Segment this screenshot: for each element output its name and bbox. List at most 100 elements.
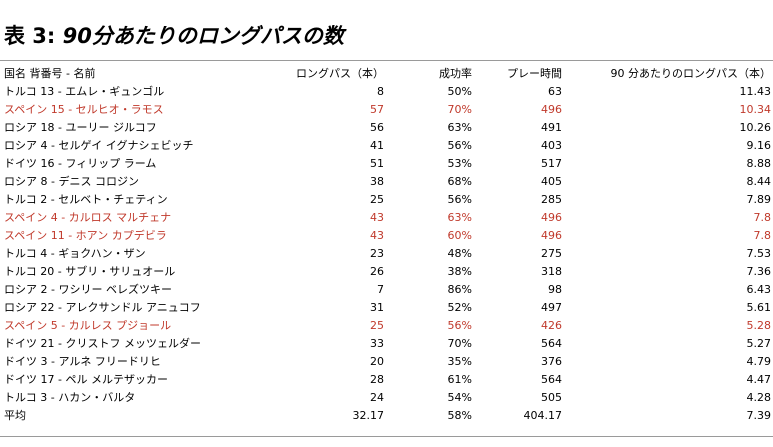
- cell-long-passes: 26: [370, 265, 384, 278]
- cell-play-time: 497: [541, 301, 562, 314]
- cell-success-rate: 50%: [447, 85, 472, 98]
- cell-long-passes: 20: [370, 355, 384, 368]
- title-number: 90: [62, 24, 92, 48]
- cell-success-rate: 61%: [447, 373, 472, 386]
- cell-play-time: 496: [541, 103, 562, 116]
- header-success-rate: 成功率: [439, 67, 472, 80]
- cell-per90: 7.89: [746, 193, 772, 206]
- top-rule: [0, 60, 773, 61]
- cell-long-passes: 38: [370, 175, 384, 188]
- cell-per90: 6.43: [746, 283, 772, 296]
- cell-per90: 11.43: [739, 85, 772, 98]
- cell-success-rate: 54%: [447, 391, 472, 404]
- cell-play-time: 98: [548, 283, 562, 296]
- cell-player: ドイツ 17 - ペル メルテザッカー: [4, 373, 168, 386]
- header-per90: 90 分あたりのロングパス（本）: [610, 67, 772, 80]
- average-success-rate: 58%: [447, 409, 472, 422]
- cell-player: トルコ 4 - ギョクハン・ザン: [4, 247, 146, 260]
- cell-player: ロシア 2 - ワシリー ベレズツキー: [4, 283, 172, 296]
- cell-long-passes: 25: [370, 319, 384, 332]
- cell-long-passes: 31: [370, 301, 384, 314]
- average-long-passes: 32.17: [352, 409, 385, 422]
- cell-player: トルコ 2 - セルベト・チェティン: [4, 193, 168, 206]
- cell-player: ロシア 18 - ユーリー ジルコフ: [4, 121, 157, 134]
- cell-success-rate: 70%: [447, 103, 472, 116]
- cell-success-rate: 86%: [447, 283, 472, 296]
- long-pass-table: 国名 背番号 - 名前 ロングパス（本） 成功率 プレー時間 90 分あたりのロ…: [0, 65, 773, 425]
- cell-long-passes: 41: [370, 139, 384, 152]
- table-row: トルコ 4 - ギョクハン・ザン 23 48% 275 7.53: [0, 245, 773, 263]
- cell-play-time: 517: [541, 157, 562, 170]
- average-per90: 7.39: [746, 409, 772, 422]
- table-row: トルコ 13 - エムレ・ギュンゴル 8 50% 63 11.43: [0, 83, 773, 101]
- cell-player: スペイン 11 - ホアン カプデビラ: [4, 229, 167, 242]
- table-number: 表 3:: [4, 24, 56, 48]
- cell-play-time: 564: [541, 337, 562, 350]
- cell-long-passes: 23: [370, 247, 384, 260]
- cell-player: トルコ 3 - ハカン・バルタ: [4, 391, 136, 404]
- cell-player: トルコ 13 - エムレ・ギュンゴル: [4, 85, 165, 98]
- cell-per90: 5.27: [746, 337, 772, 350]
- cell-long-passes: 43: [370, 211, 384, 224]
- average-row: 平均 32.17 58% 404.17 7.39: [0, 407, 773, 425]
- cell-play-time: 318: [541, 265, 562, 278]
- cell-per90: 4.28: [746, 391, 772, 404]
- cell-long-passes: 56: [370, 121, 384, 134]
- table-row: ロシア 22 - アレクサンドル アニュコフ 31 52% 497 5.61: [0, 299, 773, 317]
- average-label: 平均: [4, 409, 26, 422]
- cell-per90: 4.47: [746, 373, 772, 386]
- cell-per90: 5.28: [746, 319, 772, 332]
- cell-per90: 5.61: [746, 301, 772, 314]
- cell-long-passes: 28: [370, 373, 384, 386]
- table-row: ロシア 4 - セルゲイ イグナシェビッチ 41 56% 403 9.16: [0, 137, 773, 155]
- table-row: ドイツ 16 - フィリップ ラーム 51 53% 517 8.88: [0, 155, 773, 173]
- cell-success-rate: 56%: [447, 139, 472, 152]
- table-title: 表 3: 90分あたりのロングパスの数: [4, 22, 344, 50]
- cell-player: ロシア 22 - アレクサンドル アニュコフ: [4, 301, 201, 314]
- cell-long-passes: 24: [370, 391, 384, 404]
- cell-per90: 10.34: [739, 103, 772, 116]
- cell-per90: 7.36: [746, 265, 772, 278]
- cell-per90: 8.88: [746, 157, 772, 170]
- cell-per90: 7.8: [753, 229, 772, 242]
- cell-play-time: 426: [541, 319, 562, 332]
- table-body: トルコ 13 - エムレ・ギュンゴル 8 50% 63 11.43 スペイン 15 - セ…: [0, 83, 773, 407]
- cell-player: ドイツ 16 - フィリップ ラーム: [4, 157, 157, 170]
- cell-play-time: 496: [541, 229, 562, 242]
- cell-success-rate: 63%: [447, 211, 472, 224]
- cell-per90: 9.16: [746, 139, 772, 152]
- table-row: スペイン 15 - セルヒオ・ラモス 57 70% 496 10.34: [0, 101, 773, 119]
- cell-long-passes: 57: [370, 103, 384, 116]
- table-row: ロシア 8 - デニス コロジン 38 68% 405 8.44: [0, 173, 773, 191]
- cell-success-rate: 60%: [447, 229, 472, 242]
- cell-long-passes: 43: [370, 229, 384, 242]
- cell-long-passes: 7: [377, 283, 384, 296]
- cell-long-passes: 33: [370, 337, 384, 350]
- table-row: トルコ 3 - ハカン・バルタ 24 54% 505 4.28: [0, 389, 773, 407]
- cell-success-rate: 68%: [447, 175, 472, 188]
- cell-play-time: 505: [541, 391, 562, 404]
- cell-play-time: 285: [541, 193, 562, 206]
- cell-success-rate: 35%: [447, 355, 472, 368]
- cell-play-time: 496: [541, 211, 562, 224]
- cell-player: スペイン 4 - カルロス マルチェナ: [4, 211, 172, 224]
- cell-play-time: 405: [541, 175, 562, 188]
- title-text: 分あたりのロングパスの数: [91, 24, 344, 48]
- table-row: トルコ 20 - サブリ・サリュオール 26 38% 318 7.36: [0, 263, 773, 281]
- table-row: スペイン 4 - カルロス マルチェナ 43 63% 496 7.8: [0, 209, 773, 227]
- table-row: ドイツ 17 - ペル メルテザッカー 28 61% 564 4.47: [0, 371, 773, 389]
- table-row: ロシア 2 - ワシリー ベレズツキー 7 86% 98 6.43: [0, 281, 773, 299]
- cell-success-rate: 70%: [447, 337, 472, 350]
- header-player: 国名 背番号 - 名前: [4, 67, 96, 80]
- cell-player: ドイツ 3 - アルネ フリードリヒ: [4, 355, 161, 368]
- cell-player: スペイン 15 - セルヒオ・ラモス: [4, 103, 164, 116]
- cell-play-time: 491: [541, 121, 562, 134]
- cell-long-passes: 25: [370, 193, 384, 206]
- table-row: ドイツ 21 - クリストフ メッツェルダー 33 70% 564 5.27: [0, 335, 773, 353]
- cell-success-rate: 56%: [447, 193, 472, 206]
- cell-play-time: 376: [541, 355, 562, 368]
- table-row: ドイツ 3 - アルネ フリードリヒ 20 35% 376 4.79: [0, 353, 773, 371]
- cell-per90: 4.79: [746, 355, 772, 368]
- header-long-passes: ロングパス（本）: [296, 67, 384, 80]
- table-row: スペイン 11 - ホアン カプデビラ 43 60% 496 7.8: [0, 227, 773, 245]
